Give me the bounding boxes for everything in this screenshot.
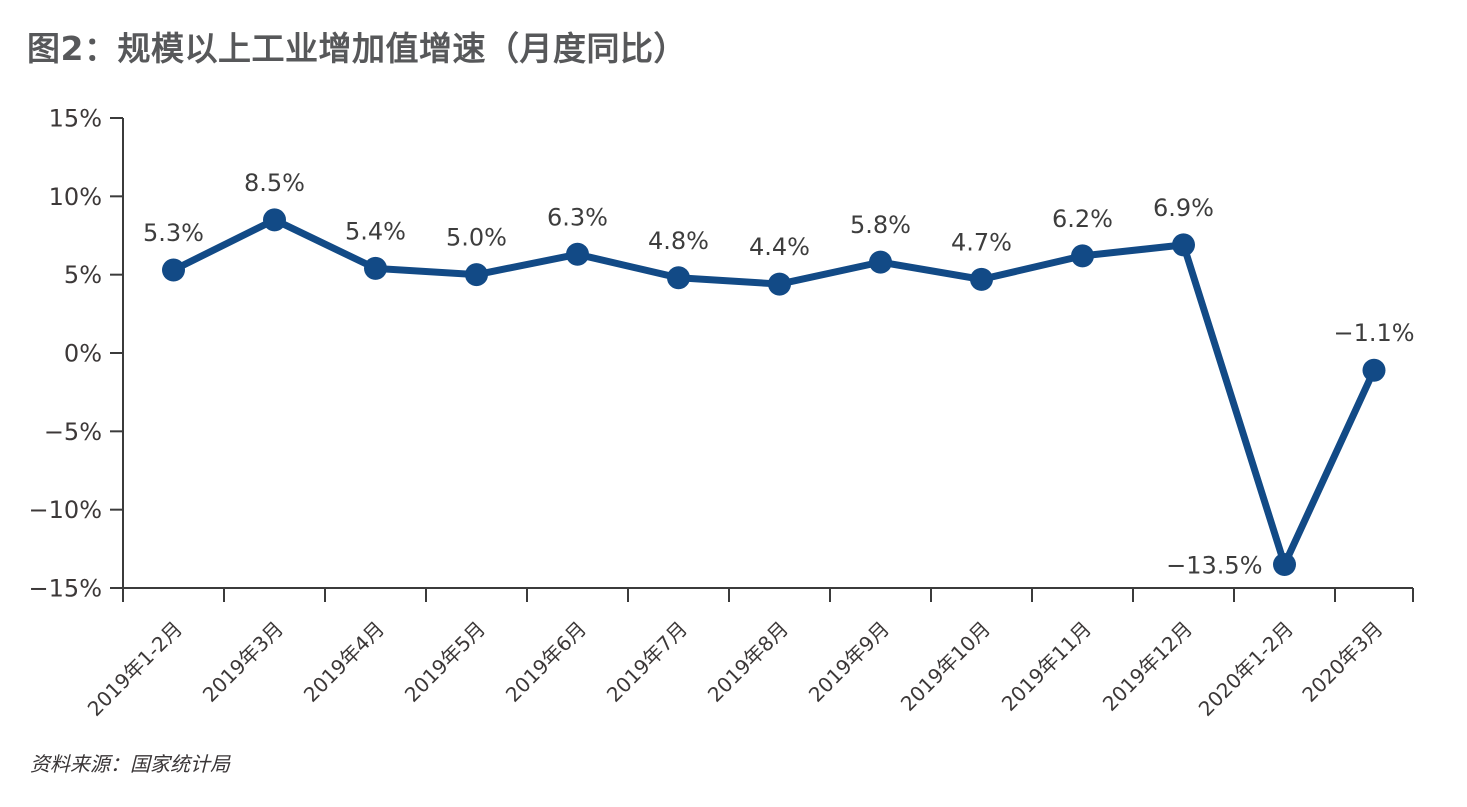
data-point-label: 5.4% — [345, 217, 406, 245]
x-axis-category-label: 2019年10月 — [896, 617, 995, 716]
data-point-label: 8.5% — [244, 169, 305, 197]
x-axis-category-label: 2019年3月 — [198, 617, 288, 707]
data-point-label: 4.4% — [749, 233, 810, 261]
data-point-marker — [1071, 244, 1094, 268]
data-point-label: 5.8% — [850, 211, 911, 239]
x-axis-category-label: 2019年7月 — [602, 617, 692, 707]
data-point-marker — [869, 250, 892, 274]
x-axis-category-label: 2020年3月 — [1297, 617, 1387, 707]
x-axis-category-label: 2019年8月 — [703, 617, 793, 707]
x-axis-category-label: 2020年1-2月 — [1194, 617, 1298, 721]
data-point-marker — [1172, 233, 1195, 257]
data-point-marker — [768, 272, 791, 296]
data-point-marker — [364, 256, 387, 280]
y-axis-tick-label: 10% — [49, 183, 102, 211]
x-axis-category-label: 2019年11月 — [997, 617, 1096, 716]
data-point-label: 6.2% — [1052, 205, 1113, 233]
data-point-marker — [1362, 358, 1386, 382]
data-point-label: −13.5% — [1166, 552, 1262, 580]
y-axis-tick-label: −5% — [44, 418, 102, 446]
y-axis-tick-label: −15% — [29, 575, 102, 603]
data-point-marker — [465, 263, 488, 287]
data-point-label: 5.0% — [446, 224, 507, 252]
x-axis-category-label: 2019年6月 — [501, 617, 591, 707]
x-axis-category-label: 2019年4月 — [299, 617, 389, 707]
data-point-label: 5.3% — [143, 219, 204, 247]
data-point-label: 6.3% — [547, 203, 608, 231]
data-point-marker — [566, 242, 589, 266]
data-point-marker — [263, 208, 286, 232]
y-axis-tick-label: 5% — [64, 261, 102, 289]
data-point-marker — [1273, 553, 1296, 576]
y-axis-tick-label: −10% — [29, 496, 102, 524]
x-axis-category-label: 2019年5月 — [400, 617, 490, 707]
x-axis-category-label: 2019年9月 — [804, 617, 894, 707]
data-point-marker — [970, 267, 993, 291]
x-axis-category-label: 2019年1-2月 — [83, 617, 187, 721]
data-point-marker — [162, 258, 185, 282]
chart-title: 图2：规模以上工业增加值增速（月度同比） — [27, 29, 687, 68]
x-axis-category-label: 2019年12月 — [1098, 617, 1197, 716]
line-series — [170, 216, 1378, 568]
data-point-label: 6.9% — [1153, 194, 1214, 222]
y-axis-tick-label: 0% — [64, 340, 102, 368]
data-source-note: 资料来源：国家统计局 — [30, 752, 230, 776]
data-point-label: 4.7% — [951, 228, 1012, 256]
data-point-marker — [667, 266, 690, 290]
data-point-label: 4.8% — [648, 227, 709, 255]
y-axis-tick-label: 15% — [49, 105, 102, 133]
data-point-label: −1.1% — [1333, 319, 1414, 347]
